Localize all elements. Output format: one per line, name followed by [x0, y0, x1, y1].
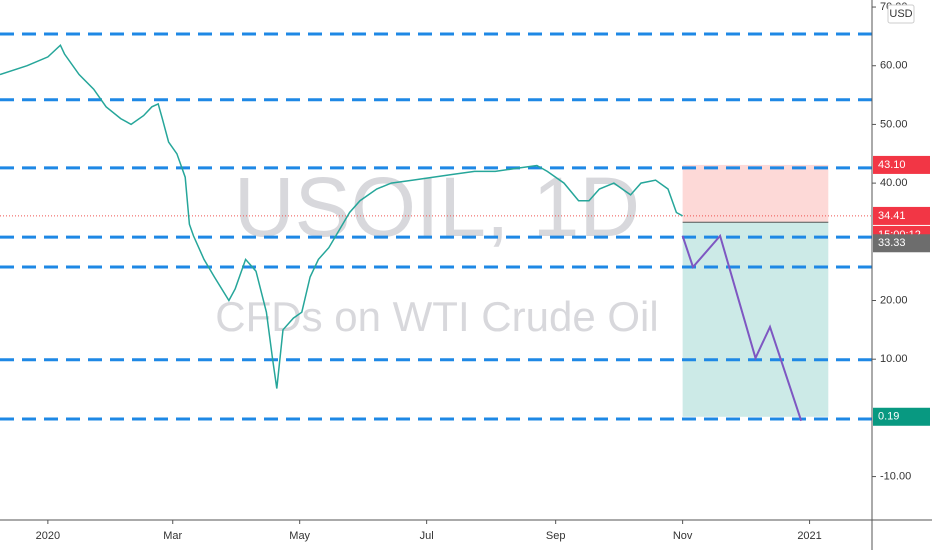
projection-line: [681, 233, 803, 422]
currency-box: [887, 4, 915, 24]
last-price-label: 34.41: [878, 210, 906, 222]
price-axis-bg: [872, 0, 932, 550]
x-tick-label: May: [289, 530, 310, 542]
x-tick-label: Jul: [420, 530, 434, 542]
watermark: USOIL, 1D: [234, 160, 640, 254]
currency: USD: [889, 8, 912, 20]
target-zone: [682, 222, 829, 417]
y-tick-label: 60.00: [880, 60, 908, 72]
x-tick-label: Mar: [163, 530, 182, 542]
y-tick-label: -10.00: [880, 470, 911, 482]
entry-label-bg: [873, 234, 930, 253]
x-tick-label: Nov: [673, 530, 693, 542]
target-label-bg: [873, 407, 930, 426]
last-price-label-bg: [873, 206, 930, 225]
y-tick-label: 10.00: [880, 353, 908, 365]
x-tick-label: 2020: [36, 530, 60, 542]
y-tick-label: 20.00: [880, 294, 908, 306]
y-tick-label: 50.00: [880, 118, 908, 130]
stop-zone: [682, 164, 829, 223]
entry-label: 33.33: [878, 237, 906, 249]
price-line: [0, 43, 683, 389]
target-label: 0.19: [878, 411, 899, 423]
x-tick-label: Sep: [546, 530, 566, 542]
stop-label: 43.10: [878, 159, 906, 171]
y-tick-label: 40.00: [880, 177, 908, 189]
watermark-sub: CFDs on WTI Crude Oil: [215, 293, 658, 340]
stop-label-bg: [873, 155, 930, 174]
x-tick-label: 2021: [797, 530, 821, 542]
